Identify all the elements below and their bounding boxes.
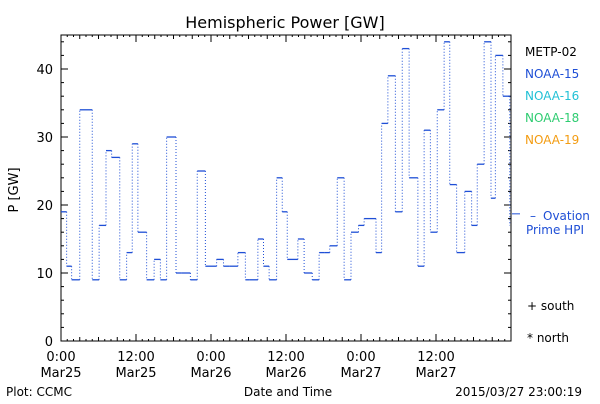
data-series	[61, 41, 511, 281]
x-tick-label-time: 12:00	[417, 350, 454, 365]
legend-entry-noaa15: NOAA-15	[525, 67, 579, 81]
axes: 0102030400:00Mar2512:00Mar250:00Mar2612:…	[36, 34, 512, 381]
x-tick-label-date: Mar26	[265, 366, 306, 381]
x-tick-label-date: Mar25	[115, 366, 156, 381]
x-tick-label-time: 0:00	[46, 350, 75, 365]
x-tick-label-date: Mar26	[190, 366, 231, 381]
ovation-label-dash: –	[530, 209, 536, 223]
x-tick-label-date: Mar27	[415, 366, 456, 381]
legend-entry-noaa18: NOAA-18	[525, 111, 579, 125]
legend-entry-noaa19: NOAA-19	[525, 133, 579, 147]
y-tick-label: 20	[36, 199, 53, 214]
x-tick-label-time: 0:00	[196, 350, 225, 365]
footer-plot-credit: Plot: CCMC	[6, 385, 72, 399]
x-axis-label: Date and Time	[244, 385, 332, 399]
legend-entry-noaa16: NOAA-16	[525, 89, 579, 103]
legend: METP-02 NOAA-15 NOAA-16 NOAA-18 NOAA-19	[525, 45, 579, 147]
symbol-south-label: + south	[527, 299, 574, 313]
ovation-label-line2: Prime HPI	[526, 223, 584, 237]
x-tick-label-time: 0:00	[346, 350, 375, 365]
plot-frame	[60, 34, 512, 342]
x-tick-label-time: 12:00	[267, 350, 304, 365]
chart-title: Hemispheric Power [GW]	[185, 13, 384, 32]
series-noaa-15	[61, 41, 511, 281]
footer-timestamp: 2015/03/27 23:00:19	[455, 385, 582, 399]
ovation-label-line1: Ovation	[543, 209, 590, 223]
x-tick-label-date: Mar27	[340, 366, 381, 381]
y-tick-label: 30	[36, 131, 53, 146]
x-tick-label-date: Mar25	[40, 366, 81, 381]
symbol-north-label: * north	[527, 331, 569, 345]
y-axis-label: P [GW]	[7, 167, 22, 212]
y-tick-label: 0	[45, 335, 53, 350]
y-tick-label: 40	[36, 63, 53, 78]
ovation-marker: – Ovation Prime HPI	[512, 209, 590, 237]
legend-entry-metp02: METP-02	[525, 45, 577, 59]
x-tick-label-time: 12:00	[117, 350, 154, 365]
y-tick-label: 10	[36, 267, 53, 282]
